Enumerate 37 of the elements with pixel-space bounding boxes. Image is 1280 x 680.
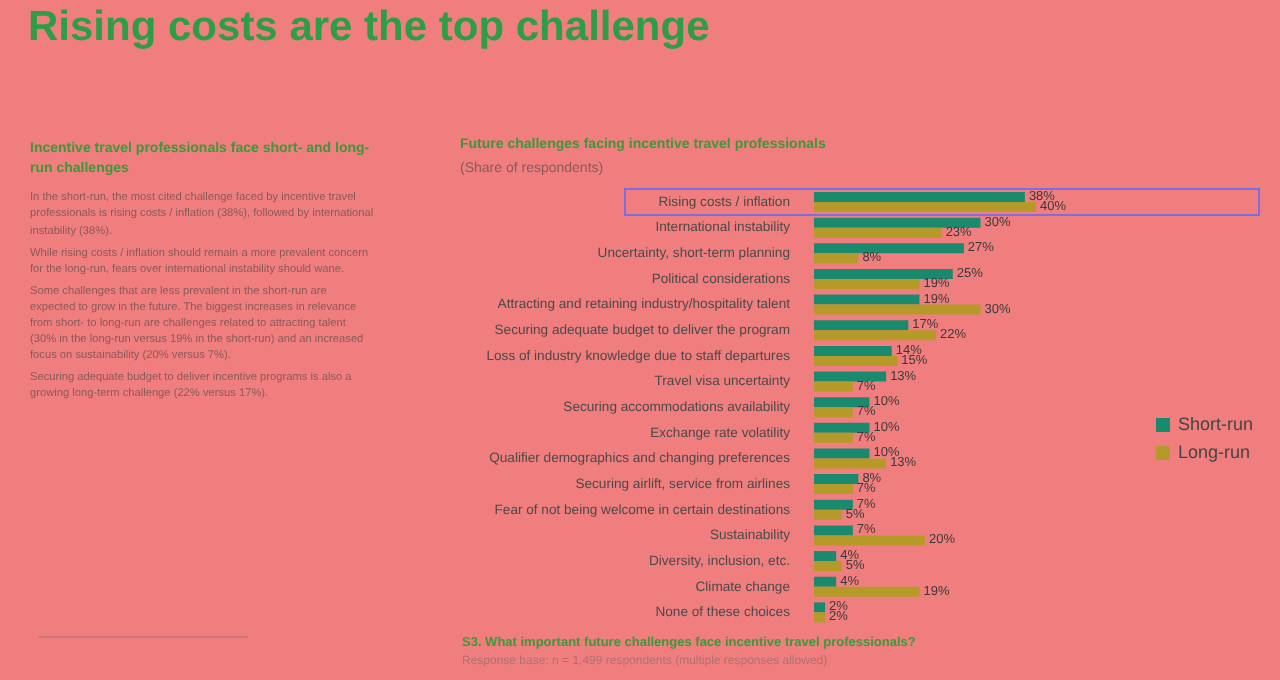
bar <box>814 535 925 546</box>
legend-label: Long-run <box>1176 442 1253 462</box>
bar <box>814 586 920 597</box>
bar <box>814 320 909 331</box>
bar <box>814 499 853 510</box>
bar <box>814 448 870 459</box>
bar <box>814 612 826 623</box>
bar <box>814 294 920 305</box>
bar <box>814 509 842 520</box>
bar <box>814 458 887 469</box>
bar <box>814 243 964 254</box>
bar <box>814 474 859 485</box>
bar <box>814 304 981 315</box>
bar <box>814 227 942 238</box>
bar <box>814 268 953 279</box>
bar <box>814 217 981 228</box>
bar <box>814 278 920 289</box>
bar <box>814 397 870 408</box>
bar <box>814 345 892 356</box>
bar <box>814 253 859 264</box>
bar <box>814 576 837 587</box>
bar <box>814 381 853 392</box>
legend-label: Short-run <box>1176 414 1256 434</box>
bar <box>814 432 853 443</box>
bar <box>814 602 826 613</box>
bar <box>814 561 842 572</box>
bar <box>814 192 1025 202</box>
bar <box>814 202 1036 212</box>
bar <box>814 330 937 341</box>
bar <box>814 355 898 366</box>
bar <box>814 422 870 433</box>
text: Rising costs are the top challenge <box>28 4 710 50</box>
bar <box>814 525 853 536</box>
bar <box>814 407 853 418</box>
bar <box>814 551 837 562</box>
bar <box>814 484 853 495</box>
bar <box>814 371 887 382</box>
